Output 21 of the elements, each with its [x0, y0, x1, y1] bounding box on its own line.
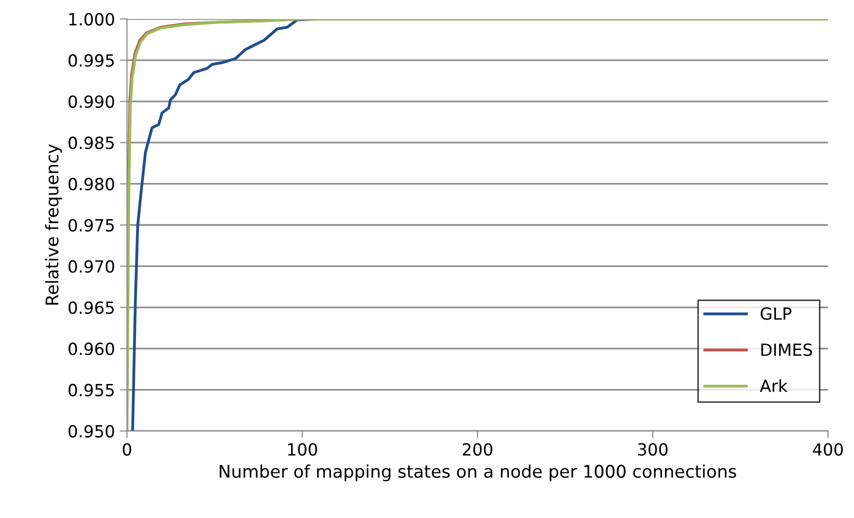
- legend-label: DIMES: [761, 343, 812, 356]
- y-axis-title: Relative frequency: [45, 144, 62, 305]
- y-tick-label: 0.955: [68, 384, 114, 396]
- x-tick-label: 200: [462, 443, 492, 456]
- y-tick-label: 0.960: [68, 342, 114, 356]
- y-tick-label: 0.965: [68, 301, 114, 314]
- x-tick-label: 100: [288, 443, 318, 456]
- y-tick-label: 0.985: [68, 136, 114, 150]
- y-tick-label: 0.950: [68, 424, 114, 438]
- y-tick-label: 1.000: [69, 12, 114, 26]
- y-tick-label: 0.980: [68, 178, 114, 190]
- y-tick-label: 0.990: [68, 95, 114, 108]
- x-axis-title: Number of mapping states on a node per 1000 connections: [220, 464, 736, 482]
- legend-label: GLP: [760, 307, 792, 320]
- y-tick-label: 0.995: [68, 54, 114, 67]
- legend-label: Ark: [760, 379, 788, 392]
- y-tick-label: 0.970: [68, 260, 114, 273]
- y-tick-label: 0.975: [68, 218, 114, 232]
- x-tick-label: 0: [122, 443, 132, 456]
- x-tick-label: 300: [638, 443, 668, 456]
- x-tick-label: 400: [812, 443, 843, 456]
